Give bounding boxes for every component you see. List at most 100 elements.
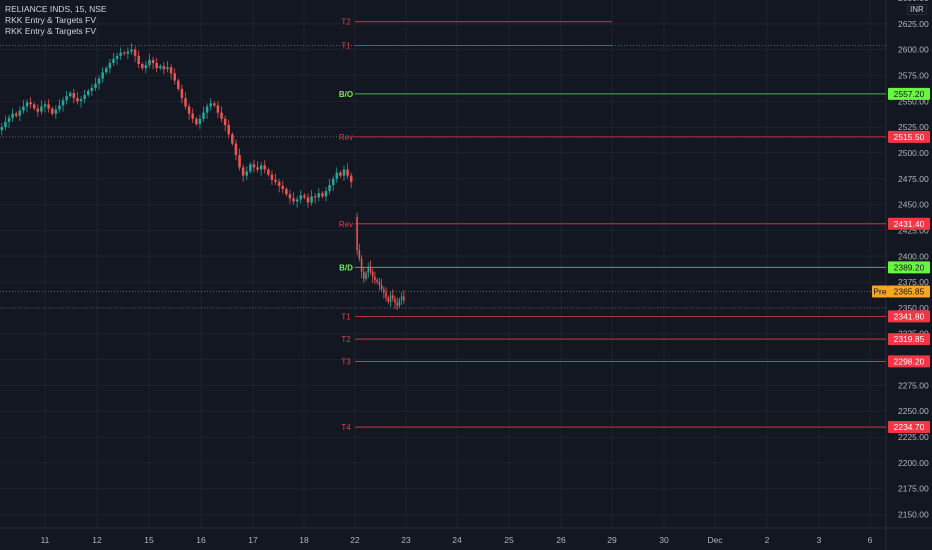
pre-tag-value: 2365.85 — [894, 287, 925, 297]
candle-body — [274, 179, 277, 182]
candle-body — [14, 113, 18, 116]
candle-body — [90, 87, 94, 91]
time-axis[interactable]: 11 12 15 16 17 18 22 23 24 25 26 29 30 Dec 2 3 6 — [41, 535, 873, 545]
candle-body — [141, 64, 144, 69]
price-tick-label: 2650.00 — [898, 0, 929, 3]
time-tick-label: 26 — [556, 535, 566, 545]
price-tag-box — [888, 87, 930, 100]
candle-body — [68, 92, 72, 97]
indicator-label-2[interactable]: RKK Entry & Targets FV — [5, 26, 97, 36]
price-tag-value: 2234.70 — [894, 422, 925, 432]
indicator-label-1[interactable]: RKK Entry & Targets FV — [5, 15, 97, 25]
price-tag-value: 2431.40 — [894, 219, 925, 229]
price-tick-label: 2600.00 — [898, 45, 929, 55]
time-tick-label: Dec — [707, 535, 723, 545]
candle-body — [191, 113, 194, 119]
price-tags: 2557.20 2515.50 2431.40 2389.20 2341.80 2319.… — [872, 87, 930, 434]
candle-body — [356, 216, 358, 251]
time-tick-label: 17 — [248, 535, 258, 545]
candle-body — [54, 109, 58, 114]
candle-body — [4, 121, 7, 128]
candle-body — [371, 271, 374, 277]
candle-body — [112, 58, 115, 64]
time-tick-label: 3 — [817, 535, 822, 545]
candle-body — [79, 99, 83, 102]
candle-body — [245, 171, 249, 176]
candle-body — [177, 80, 180, 89]
price-tick-label: 2475.00 — [898, 174, 929, 184]
candle-body — [18, 110, 22, 116]
candle-body — [369, 266, 372, 272]
pre-tag-box — [888, 285, 930, 298]
candle-body — [383, 289, 385, 293]
price-tick-label: 2450.00 — [898, 200, 929, 210]
candle-body — [365, 272, 367, 279]
candle-body — [360, 258, 363, 272]
time-tick-label: 22 — [350, 535, 360, 545]
candle-body — [259, 165, 263, 170]
level-label: T1 — [341, 41, 351, 50]
price-tick-label: 2275.00 — [898, 380, 929, 390]
price-tick-label: 2425.00 — [898, 225, 929, 235]
candle-body — [234, 143, 238, 155]
price-tag-value: 2341.80 — [894, 311, 925, 321]
candle-body — [328, 184, 331, 192]
candle-body — [367, 266, 370, 273]
candle-body — [61, 100, 65, 106]
price-tick-label: 2625.00 — [898, 19, 929, 29]
candle-body — [50, 108, 54, 114]
candle-body — [387, 297, 390, 302]
price-tick-label: 2175.00 — [898, 484, 929, 494]
candle-body — [403, 296, 405, 301]
candle-body — [231, 134, 234, 144]
price-tag-box — [888, 130, 930, 143]
price-tick-label: 2575.00 — [898, 70, 929, 80]
price-tick-label: 2375.00 — [898, 277, 929, 287]
candle-body — [346, 169, 349, 176]
candle-body — [209, 103, 212, 107]
time-tick-label: 18 — [299, 535, 309, 545]
candle-body — [205, 106, 209, 113]
currency-label[interactable]: INR — [907, 4, 927, 15]
candle-body — [123, 52, 126, 54]
candle-body — [378, 282, 381, 286]
time-tick-label: 12 — [92, 535, 102, 545]
candle-body — [184, 98, 187, 107]
candle-body — [263, 165, 267, 170]
price-tag-box — [888, 310, 930, 323]
candle-body — [94, 83, 97, 88]
candle-body — [238, 154, 241, 168]
time-tick-label: 16 — [196, 535, 206, 545]
candle-body — [86, 90, 90, 96]
level-label: T1 — [341, 312, 351, 321]
candle-body — [47, 104, 50, 109]
candle-body — [349, 175, 353, 182]
candle-body — [339, 172, 342, 176]
level-label: Rev — [339, 220, 353, 229]
candle-body — [187, 106, 191, 114]
time-tick-label: 11 — [41, 535, 50, 545]
candle-body — [22, 106, 25, 111]
symbol-title[interactable]: RELIANCE INDS, 15, NSE — [5, 4, 107, 14]
price-tick-label: 2250.00 — [898, 406, 929, 416]
candle-body — [331, 178, 335, 185]
price-tick-label: 2350.00 — [898, 303, 929, 313]
candle-body — [97, 78, 101, 84]
price-tick-label: 2500.00 — [898, 148, 929, 158]
price-tick-label: 2200.00 — [898, 458, 929, 468]
candle-body — [32, 104, 36, 109]
candle-body — [216, 105, 220, 113]
candle-body — [321, 193, 324, 197]
chart-legend: RELIANCE INDS, 15, NSE RKK Entry & Targe… — [5, 4, 107, 37]
time-tick-label: 30 — [659, 535, 669, 545]
price-tick-label: 2225.00 — [898, 432, 929, 442]
price-tag-box — [888, 355, 930, 368]
candle-body — [342, 169, 346, 176]
price-axis[interactable]: 2150.00 2175.00 2200.00 2225.00 2250.00 2275.… — [898, 0, 929, 520]
candle-body — [0, 127, 4, 131]
time-tick-label: 24 — [452, 535, 462, 545]
candle-body — [295, 199, 299, 202]
candle-body — [398, 299, 401, 306]
